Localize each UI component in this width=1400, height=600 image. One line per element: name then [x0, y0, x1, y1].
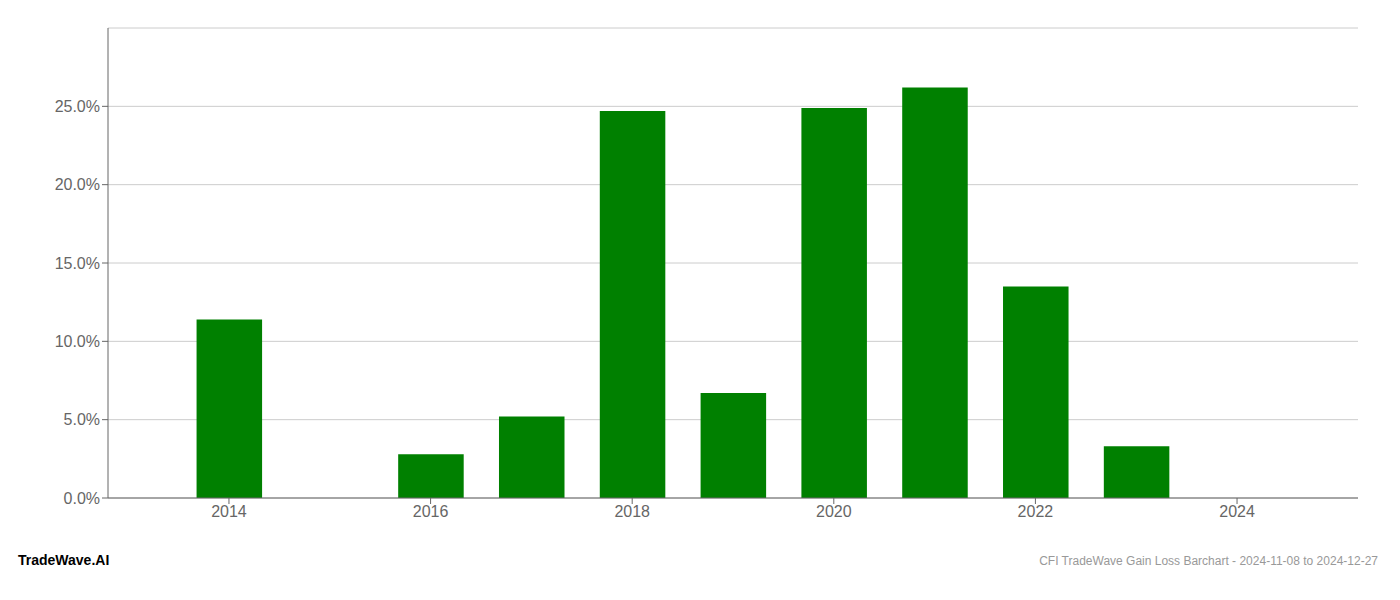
svg-text:2016: 2016 [413, 503, 449, 520]
html-text:CFI TradeWave Gain Loss Barcha: CFI TradeWave Gain Loss Barchart - 2024-… [1039, 554, 1378, 568]
svg-text:2022: 2022 [1018, 503, 1054, 520]
svg-text:20.0%: 20.0% [55, 176, 100, 193]
svg-text:0.0%: 0.0% [64, 490, 100, 507]
svg-text:5.0%: 5.0% [64, 411, 100, 428]
svg-text:10.0%: 10.0% [55, 333, 100, 350]
html-text:TradeWave.AI: TradeWave.AI [18, 552, 110, 568]
svg-text:2018: 2018 [614, 503, 650, 520]
svg-text:2024: 2024 [1219, 503, 1255, 520]
svg-text:2020: 2020 [816, 503, 852, 520]
svg-text:15.0%: 15.0% [55, 255, 100, 272]
svg-text:25.0%: 25.0% [55, 98, 100, 115]
svg-text:2014: 2014 [211, 503, 247, 520]
